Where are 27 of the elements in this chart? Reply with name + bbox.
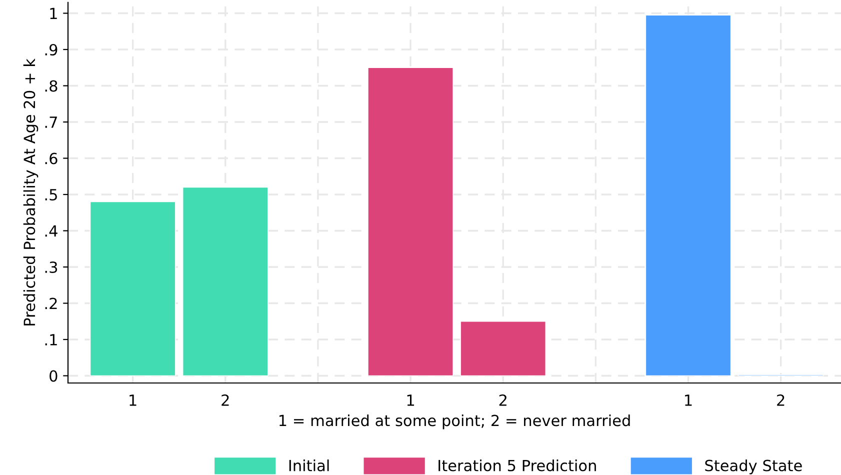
x-tick-label: 1 xyxy=(130,394,136,406)
x-tick-label: 1 xyxy=(407,394,414,406)
y-tick-label: .1 xyxy=(45,334,57,346)
y-tick-label: .7 xyxy=(45,116,57,128)
legend-label: Steady State xyxy=(705,459,802,474)
y-tick-label: 0 xyxy=(50,370,58,382)
bar xyxy=(460,320,546,376)
y-tick-label: .5 xyxy=(45,189,57,201)
bar xyxy=(182,186,268,376)
y-tick-label: .4 xyxy=(45,225,58,237)
y-tick-label: 1 xyxy=(50,8,57,20)
x-tick-label: 2 xyxy=(222,394,229,406)
y-tick-label: .2 xyxy=(45,298,57,310)
y-tick-label: .6 xyxy=(45,152,58,164)
x-tick-label: 2 xyxy=(499,394,506,406)
x-axis-title: 1 = married at some point; 2 = never married xyxy=(279,414,630,430)
y-tick-label: .9 xyxy=(45,44,58,56)
x-tick-label: 2 xyxy=(777,394,784,406)
legend-label: Iteration 5 Prediction xyxy=(438,459,596,472)
legend-label: Initial xyxy=(289,459,329,472)
bar xyxy=(368,67,454,376)
y-tick-label: .8 xyxy=(45,80,58,92)
y-tick-label: .3 xyxy=(45,261,58,274)
bar xyxy=(645,14,732,376)
y-axis-title: Predicted Probability At Age 20 + k xyxy=(23,58,38,326)
x-tick-label: 1 xyxy=(685,394,692,406)
bar xyxy=(90,201,176,376)
